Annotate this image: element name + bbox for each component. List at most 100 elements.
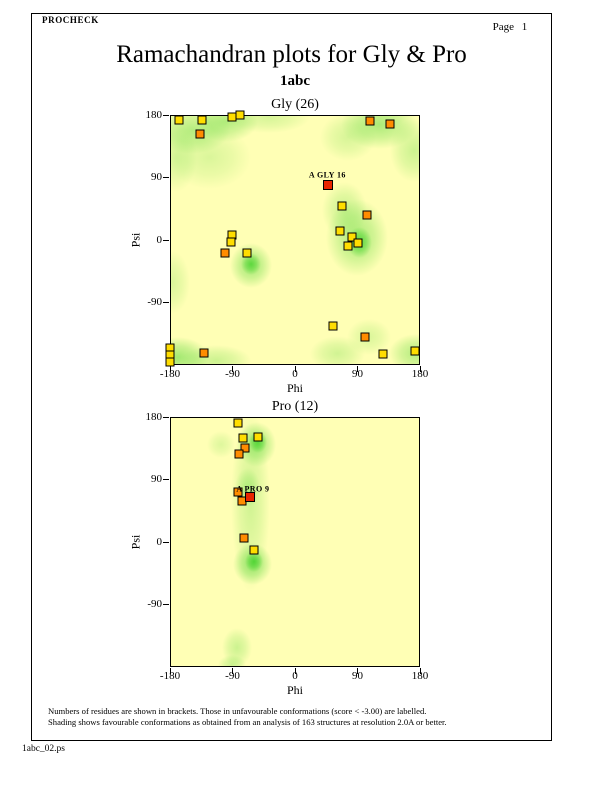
- data-point-marker: [197, 115, 207, 125]
- data-point-marker: [253, 432, 263, 442]
- shading-blob: [309, 336, 366, 364]
- y-axis-tick-label: 90: [151, 473, 162, 485]
- data-point-marker: [195, 129, 205, 139]
- x-axis-tick-label: -180: [159, 368, 181, 380]
- data-point-marker: [238, 433, 248, 443]
- pro-ramachandran-plot: Pro (12) A PRO 9 Psi Phi -180 -90 0 90 180 18…: [129, 399, 429, 697]
- data-point-marker: [235, 110, 245, 120]
- shading-blob: [171, 126, 251, 189]
- y-axis-tick-label: 180: [145, 410, 163, 423]
- y-axis-tick: [163, 604, 169, 605]
- data-point-marker: [220, 248, 230, 258]
- y-axis-tick-label: 180: [145, 108, 163, 121]
- x-axis-tick: [294, 668, 296, 674]
- data-point-marker: [362, 210, 372, 220]
- x-axis-tick-label: 180: [411, 670, 429, 682]
- y-axis-tick: [163, 177, 169, 178]
- gly-marker-layer: A GLY 16: [165, 110, 420, 367]
- gly-plot-title: Gly (26): [271, 97, 319, 112]
- shading-blob: [171, 251, 190, 314]
- shading-blob: [218, 654, 246, 666]
- x-axis-tick-label: 90: [352, 368, 363, 380]
- structure-id: 1abc: [280, 73, 310, 89]
- data-point-marker: [199, 348, 209, 358]
- x-axis-tick: [169, 366, 171, 372]
- y-axis-tick-label: -90: [147, 598, 162, 610]
- x-axis-tick: [232, 668, 233, 674]
- x-axis-tick-label: -90: [225, 368, 240, 380]
- data-point-marker: [335, 226, 345, 236]
- data-point-marker: [174, 115, 184, 125]
- pro-plot-area: [170, 417, 420, 667]
- shading-blob: [341, 116, 418, 149]
- data-point-marker: [244, 491, 255, 502]
- shading-blob: [241, 252, 261, 276]
- y-axis-tick-label: 90: [151, 171, 162, 183]
- data-point-marker: [242, 248, 252, 258]
- x-axis-tick: [357, 668, 358, 674]
- page-title: Ramachandran plots for Gly & Pro: [116, 41, 467, 68]
- y-axis-tick: [163, 416, 169, 418]
- footnote-line-1: Numbers of residues are shown in bracket…: [48, 706, 427, 716]
- footnote-line-2: Shading shows favourable conformations a…: [48, 717, 447, 727]
- gly-phi-axis-label: Phi: [286, 381, 303, 395]
- data-point-marker: [239, 533, 249, 543]
- x-axis-tick-label: 90: [352, 670, 363, 682]
- pro-plot-title: Pro (12): [271, 399, 319, 414]
- pro-phi-axis-label: Phi: [286, 683, 303, 697]
- residue-label: A PRO 9: [236, 484, 270, 494]
- data-point-marker: [385, 119, 395, 129]
- gly-plot-area: [170, 115, 420, 365]
- x-axis-tick: [357, 366, 358, 372]
- y-axis-tick: [163, 239, 169, 241]
- x-axis-tick-label: 0: [292, 670, 298, 682]
- y-axis-tick-label: 0: [156, 233, 163, 246]
- data-point-marker: [410, 346, 420, 356]
- data-point-marker: [328, 321, 338, 331]
- y-axis-tick: [163, 541, 169, 543]
- data-point-marker: [353, 238, 363, 248]
- x-axis-tick-label: -180: [159, 670, 181, 682]
- data-point-marker: [337, 201, 347, 211]
- y-axis-tick: [163, 302, 169, 303]
- data-point-marker: [360, 332, 370, 342]
- y-axis-tick: [163, 479, 169, 480]
- y-axis-tick-label: -90: [147, 296, 162, 308]
- y-axis-tick: [163, 114, 169, 116]
- data-point-marker: [365, 116, 375, 126]
- x-axis-tick: [294, 366, 296, 372]
- data-point-marker: [343, 241, 353, 251]
- shading-blob: [207, 430, 235, 459]
- x-axis-tick: [232, 366, 233, 372]
- shading-blob: [181, 345, 251, 364]
- x-axis-tick: [419, 366, 421, 372]
- data-point-marker: [233, 418, 243, 428]
- data-point-marker: [226, 237, 236, 247]
- data-point-marker: [240, 443, 250, 453]
- x-axis-tick-label: 180: [411, 368, 429, 380]
- pro-marker-layer: A PRO 9: [170, 417, 420, 667]
- shading-blob: [221, 627, 253, 666]
- gly-ramachandran-plot: Gly (26) A GLY 16 Psi Phi -180 -90 0 90 180 1…: [129, 97, 429, 395]
- data-point-marker: [323, 180, 334, 191]
- x-axis-tick-label: 0: [292, 368, 298, 380]
- data-point-marker: [378, 349, 388, 359]
- page-number: Page 1: [492, 21, 528, 33]
- output-filename: 1abc_02.ps: [22, 744, 66, 754]
- data-point-marker: [249, 545, 259, 555]
- x-axis-tick: [419, 668, 421, 674]
- shading-blob: [171, 122, 198, 193]
- y-axis-tick-label: 0: [156, 535, 163, 548]
- app-name: PROCHECK: [42, 15, 99, 25]
- data-point-marker: [234, 449, 244, 459]
- x-axis-tick: [169, 668, 171, 674]
- page-border: [31, 13, 552, 741]
- data-point-marker: [347, 232, 357, 242]
- data-point-marker: [233, 487, 243, 497]
- residue-label: A GLY 16: [308, 170, 346, 180]
- shading-blob: [226, 116, 310, 133]
- shading-blob: [245, 551, 264, 573]
- x-axis-tick-label: -90: [225, 670, 240, 682]
- shading-blob: [389, 119, 419, 182]
